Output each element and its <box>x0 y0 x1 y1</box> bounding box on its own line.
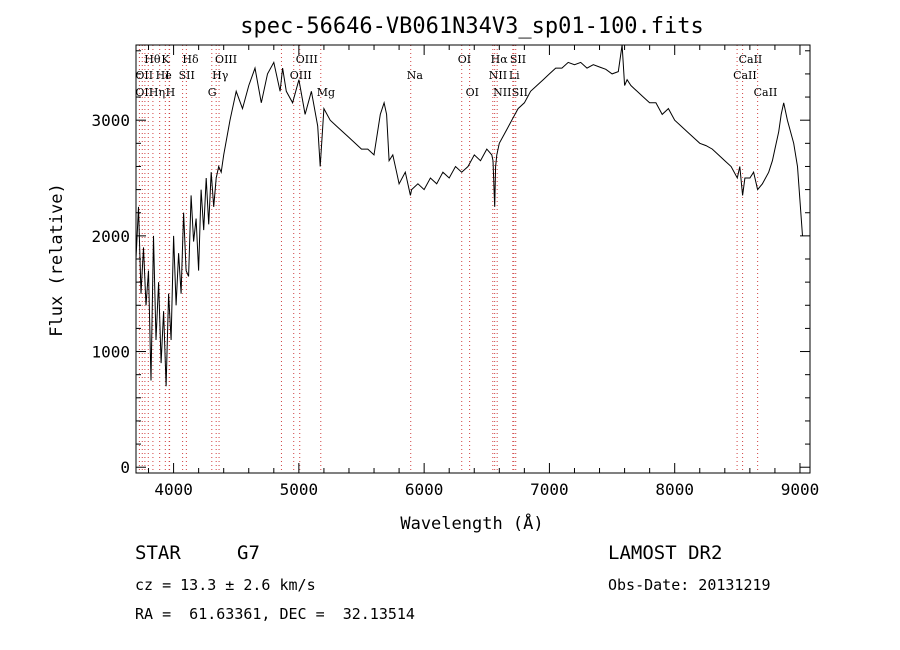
x-tick-label-0: 4000 <box>154 480 193 499</box>
line-label-8: CaII <box>739 53 763 66</box>
line-label-22: G <box>208 86 217 99</box>
plot-frame <box>135 44 811 474</box>
line-label-17: Li <box>509 69 520 82</box>
line-label-20: Hη <box>149 86 165 99</box>
coordinates-text: RA = 61.63361, DEC = 32.13514 <box>135 605 415 623</box>
y-tick-label-0: 0 <box>120 458 130 477</box>
obs-date-text: Obs-Date: 20131219 <box>608 576 771 594</box>
line-label-23: Mg <box>317 86 335 99</box>
chart-title: spec-56646-VB061N34V3_sp01-100.fits <box>240 14 704 39</box>
line-label-9: OII <box>135 69 153 82</box>
x-axis-label: Wavelength (Å) <box>400 512 543 534</box>
line-label-6: Hα <box>491 53 509 66</box>
line-label-25: NII <box>493 86 511 99</box>
line-label-27: CaII <box>754 86 778 99</box>
line-label-0: Hθ <box>144 53 161 66</box>
line-markers <box>138 45 759 473</box>
x-tick-label-5: 9000 <box>781 480 820 499</box>
line-label-24: OI <box>466 86 479 99</box>
line-label-7: SII <box>510 53 526 66</box>
y-axis-ticks: 0 1000 2000 3000 <box>91 50 810 477</box>
x-tick-label-3: 7000 <box>530 480 569 499</box>
line-label-12: SII <box>179 69 195 82</box>
x-axis-ticks: 4000 5000 6000 7000 8000 9000 <box>148 45 820 499</box>
y-tick-label-1: 1000 <box>91 343 130 362</box>
line-label-18: CaII <box>733 69 757 82</box>
object-subclass: G7 <box>237 542 260 564</box>
object-class: STAR <box>135 542 181 564</box>
x-tick-label-4: 8000 <box>655 480 694 499</box>
redshift-text: cz = 13.3 ± 2.6 km/s <box>135 576 316 594</box>
x-tick-label-2: 6000 <box>405 480 444 499</box>
survey-name: LAMOST DR2 <box>608 542 723 564</box>
line-label-4: OIII <box>296 53 318 66</box>
line-label-19: OII <box>135 86 153 99</box>
line-label-15: Na <box>407 69 424 82</box>
line-label-10: He <box>156 69 172 82</box>
line-label-11: I <box>165 69 169 82</box>
y-tick-label-3: 3000 <box>91 111 130 130</box>
line-label-3: OIII <box>215 53 237 66</box>
line-label-2: Hδ <box>182 53 199 66</box>
x-tick-label-1: 5000 <box>280 480 319 499</box>
line-label-1: K <box>161 53 170 66</box>
line-label-14: OIII <box>290 69 312 82</box>
line-label-21: H <box>166 86 176 99</box>
line-label-5: OI <box>458 53 471 66</box>
y-tick-label-2: 2000 <box>91 227 130 246</box>
line-label-13: Hγ <box>212 69 229 82</box>
y-axis-label: Flux (relative) <box>47 183 67 337</box>
line-label-16: NII <box>489 69 507 82</box>
line-label-26: SII <box>512 86 528 99</box>
spectrum-line <box>135 44 803 387</box>
